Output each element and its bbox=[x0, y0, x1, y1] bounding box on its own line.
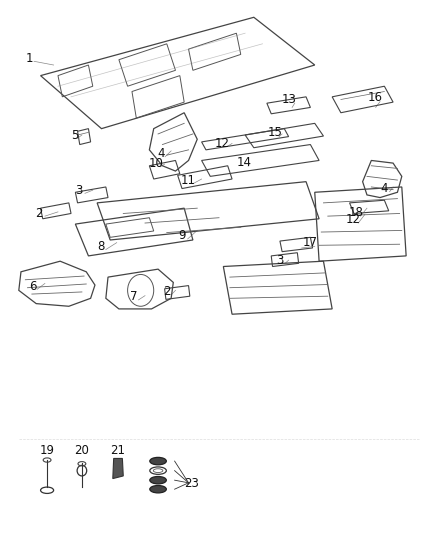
Text: 5: 5 bbox=[71, 128, 78, 141]
Text: 4: 4 bbox=[381, 182, 388, 195]
Text: 17: 17 bbox=[303, 236, 318, 249]
Text: 16: 16 bbox=[367, 91, 382, 104]
Ellipse shape bbox=[150, 486, 166, 493]
Text: 18: 18 bbox=[349, 206, 364, 219]
Text: 9: 9 bbox=[179, 229, 186, 242]
Text: 8: 8 bbox=[97, 240, 104, 253]
Text: 21: 21 bbox=[110, 444, 126, 457]
Text: 2: 2 bbox=[35, 207, 42, 220]
Text: 12: 12 bbox=[346, 213, 360, 227]
Text: 14: 14 bbox=[237, 156, 252, 169]
Text: 13: 13 bbox=[282, 93, 297, 106]
Text: 4: 4 bbox=[158, 147, 165, 159]
Text: 15: 15 bbox=[267, 126, 282, 140]
Text: 20: 20 bbox=[74, 444, 89, 457]
Text: 3: 3 bbox=[75, 184, 82, 197]
Text: 2: 2 bbox=[163, 285, 170, 298]
Text: 1: 1 bbox=[26, 52, 33, 65]
Text: 11: 11 bbox=[181, 174, 196, 187]
Text: 10: 10 bbox=[148, 157, 163, 169]
Ellipse shape bbox=[150, 477, 166, 484]
Text: 7: 7 bbox=[130, 290, 137, 303]
Ellipse shape bbox=[150, 457, 166, 465]
Text: 6: 6 bbox=[29, 280, 36, 293]
Text: 3: 3 bbox=[276, 254, 284, 267]
Text: 12: 12 bbox=[215, 137, 230, 150]
Polygon shape bbox=[113, 458, 123, 479]
Text: 23: 23 bbox=[184, 478, 199, 490]
Text: 19: 19 bbox=[39, 444, 55, 457]
